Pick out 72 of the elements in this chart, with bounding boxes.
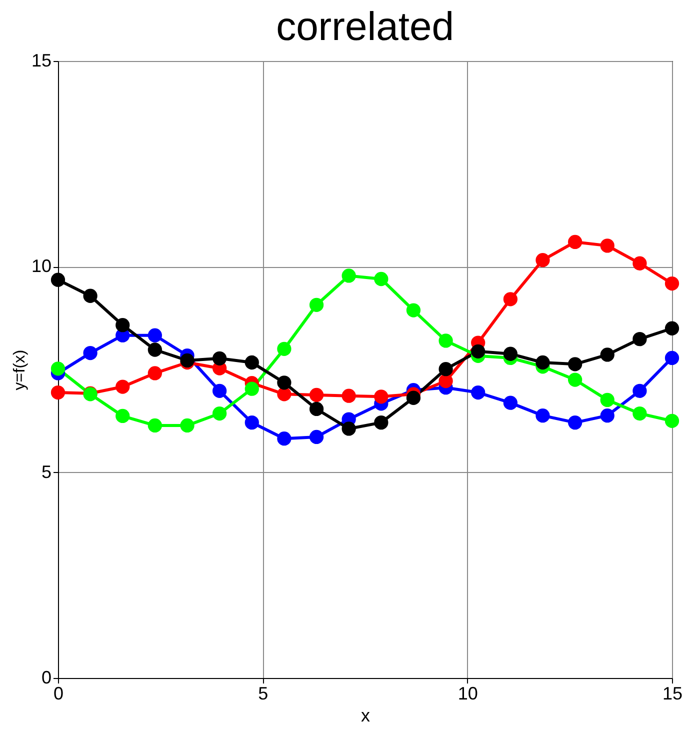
x-axis-title: x (361, 706, 370, 726)
point (309, 388, 324, 402)
point (664, 350, 680, 366)
point (406, 303, 421, 318)
point (600, 392, 614, 407)
y-tick-label: 0 (41, 668, 52, 688)
point (148, 342, 162, 357)
point (309, 402, 324, 416)
point (471, 344, 486, 358)
point (568, 234, 582, 250)
point (342, 422, 356, 436)
point (438, 374, 453, 388)
point (180, 418, 194, 432)
point (600, 348, 614, 362)
point (50, 385, 66, 400)
point (212, 351, 227, 366)
point (374, 416, 388, 430)
point (212, 406, 227, 421)
y-tick-label: 10 (31, 256, 52, 276)
x-tick-label: 10 (458, 684, 478, 704)
point (50, 272, 66, 287)
point (50, 362, 66, 376)
point (632, 406, 647, 421)
point (503, 396, 518, 410)
point (438, 362, 453, 376)
point (83, 288, 98, 303)
y-axis-title: y=f(x) (11, 350, 28, 390)
point (536, 253, 550, 268)
point (503, 346, 518, 361)
point (471, 385, 486, 400)
point (277, 376, 292, 390)
point (536, 408, 550, 423)
point (568, 416, 582, 430)
point (438, 334, 453, 348)
point (116, 408, 130, 424)
point (536, 355, 550, 370)
point (148, 418, 162, 432)
point (568, 372, 582, 387)
point (632, 256, 647, 270)
point (600, 238, 614, 253)
point (664, 414, 680, 428)
point (374, 272, 388, 286)
point (212, 384, 227, 398)
point (632, 332, 647, 346)
point (116, 380, 130, 394)
point (664, 276, 680, 291)
point (342, 268, 356, 283)
point (342, 388, 356, 403)
chart-title: correlated (276, 5, 454, 49)
x-tick-label: 15 (662, 684, 683, 704)
point (244, 416, 259, 430)
point (244, 355, 259, 370)
point (664, 321, 680, 336)
point (277, 342, 292, 356)
point (406, 390, 421, 405)
point (244, 382, 259, 396)
x-tick-label: 5 (258, 684, 268, 704)
point (309, 298, 324, 312)
point (83, 346, 98, 360)
y-tick-label: 15 (31, 50, 52, 70)
y-tick-label: 5 (41, 462, 52, 482)
point (374, 390, 388, 404)
point (148, 366, 162, 380)
point (632, 384, 647, 398)
point (277, 432, 292, 446)
point (600, 408, 614, 423)
point (503, 292, 518, 306)
point (148, 328, 162, 342)
point (277, 387, 292, 402)
point (568, 357, 582, 372)
point (309, 430, 324, 444)
point (116, 318, 130, 332)
